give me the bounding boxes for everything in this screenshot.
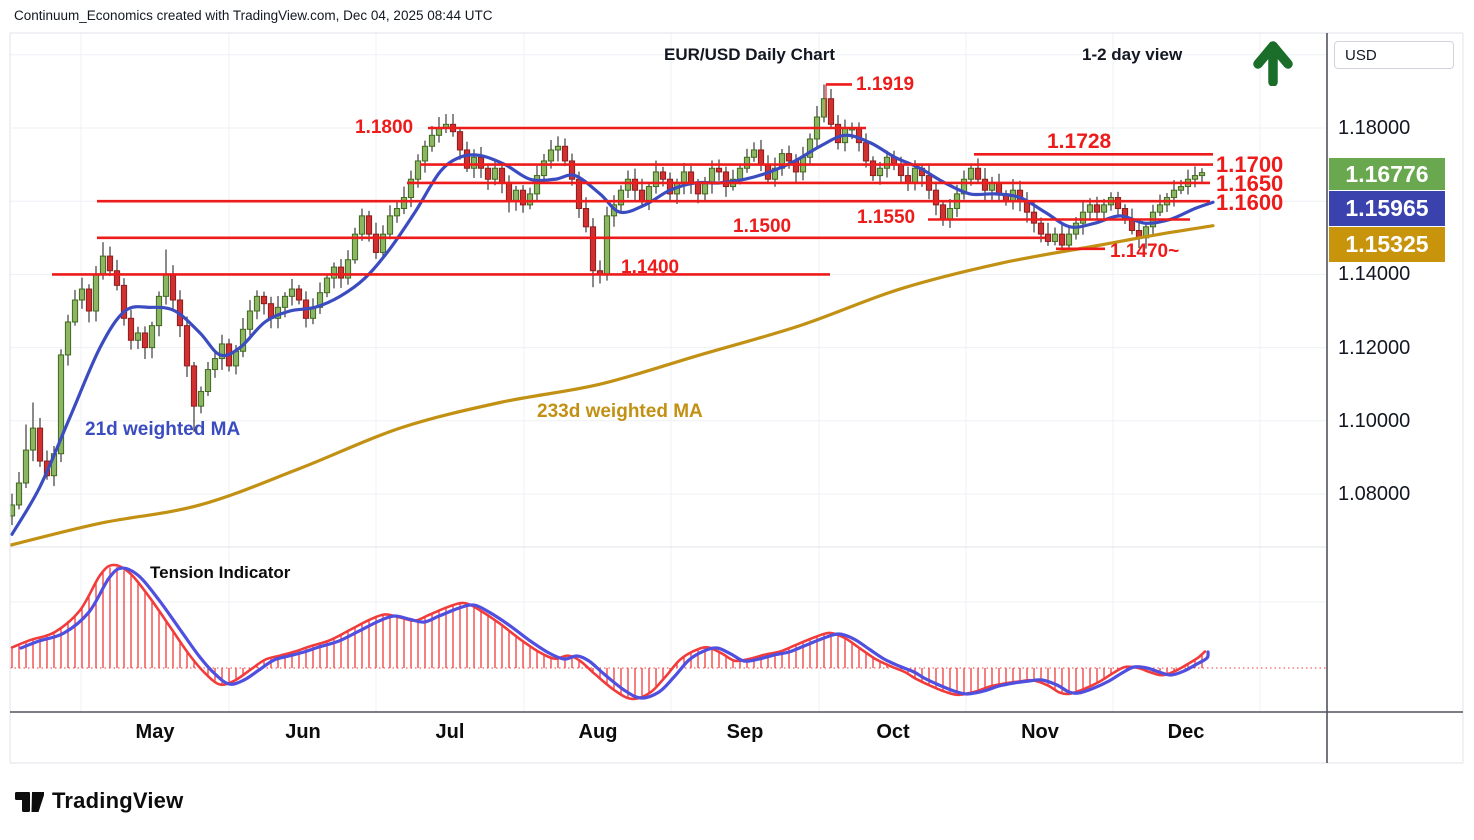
price-badge-ma21-value: 1.15965 [1329, 191, 1445, 226]
tradingview-logo-icon [15, 792, 44, 812]
price-tick-1.10000: 1.10000 [1338, 409, 1411, 432]
level-label-11500: 1.1500 [733, 216, 792, 237]
view-horizon-label: 1-2 day view [1082, 45, 1183, 64]
level-label-11550: 1.1550 [857, 207, 916, 228]
price-tick-1.08000: 1.08000 [1338, 483, 1411, 505]
level-label-11470: 1.1470~ [1110, 241, 1180, 262]
level-label-11600: 1.1600 [1216, 190, 1284, 215]
month-label-jun[interactable]: Jun [285, 721, 321, 743]
ma233-label: 233d weighted MA [537, 401, 703, 422]
level-label-11728: 1.1728 [1047, 130, 1112, 153]
month-label-jul[interactable]: Jul [435, 721, 465, 743]
level-label-11919: 1.1919 [856, 74, 915, 95]
month-label-sep[interactable]: Sep [726, 721, 764, 743]
tradingview-logo-text: TradingView [52, 788, 184, 813]
month-label-dec[interactable]: Dec [1167, 721, 1205, 743]
currency-scale-label: USD [1345, 46, 1377, 64]
attribution-text: Continuum_Economics created with Trading… [14, 8, 493, 23]
price-tick-1.12000: 1.12000 [1338, 336, 1411, 359]
month-label-nov[interactable]: Nov [1021, 721, 1059, 743]
month-label-oct[interactable]: Oct [876, 721, 910, 743]
price-badge-last-price: 1.16776 [1329, 158, 1445, 190]
tension-indicator-label: Tension Indicator [150, 563, 291, 582]
price-badge-ma233-value: 1.15325 [1329, 227, 1445, 262]
trend-up-arrow-icon [1250, 38, 1296, 91]
tradingview-logo[interactable]: TradingView [14, 786, 183, 816]
price-tick-1.18000: 1.18000 [1338, 117, 1411, 139]
level-label-11650: 1.1650 [1216, 171, 1284, 196]
price-tick-1.14000: 1.14000 [1338, 263, 1411, 286]
level-label-11400: 1.1400 [621, 257, 680, 278]
chart-title: EUR/USD Daily Chart [664, 45, 835, 64]
month-label-aug[interactable]: Aug [578, 721, 618, 743]
level-label-11800: 1.1800 [355, 117, 414, 138]
level-label-11700: 1.1700 [1216, 152, 1284, 177]
ma21-label: 21d weighted MA [85, 419, 241, 440]
currency-scale-button[interactable]: USD [1334, 41, 1454, 69]
month-label-may[interactable]: May [135, 721, 175, 743]
